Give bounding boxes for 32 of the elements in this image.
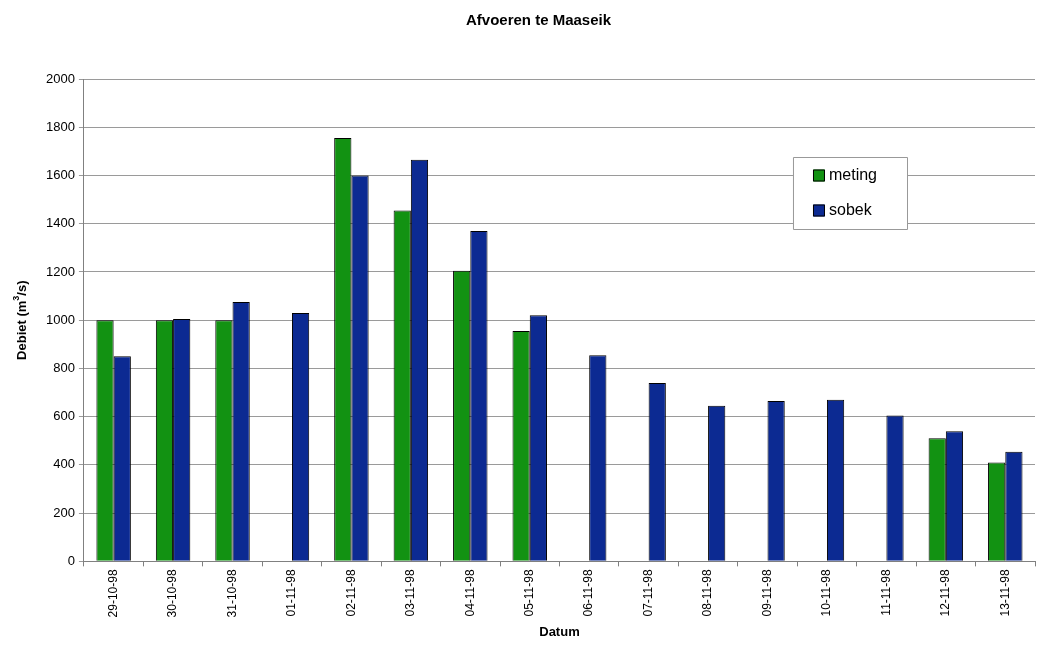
x-tick-label: 07-11-98 [640,569,655,617]
y-tick-label: 200 [53,504,75,520]
y-tick-label: 400 [53,456,75,472]
y-tick-label: 0 [67,552,75,568]
x-tick-label: 13-11-98 [997,569,1012,617]
x-tick-label: 02-11-98 [343,569,358,617]
y-tick-label: 1600 [46,167,75,183]
y-tick-label: 1000 [46,311,75,327]
y-tick-label: 800 [53,360,75,375]
x-tick-label: 12-11-98 [938,569,953,617]
chart-title: Afvoeren te Maaseik [465,11,612,29]
x-tick-label: 05-11-98 [522,569,537,617]
y-tick-label: 1200 [46,263,75,279]
x-axis-title: Datum [539,623,580,639]
x-tick-label: 11-11-98 [878,569,893,616]
y-tick-label: 1800 [46,118,75,134]
y-tick-label: 1400 [46,215,75,231]
x-tick-label: 06-11-98 [581,569,596,617]
x-tick-label: 09-11-98 [759,569,774,617]
x-tick-label: 08-11-98 [700,569,715,617]
legend-label: meting [828,165,878,183]
x-tick-label: 01-11-98 [284,569,299,617]
x-tick-label: 10-11-98 [819,569,834,617]
x-tick-label: 04-11-98 [462,569,477,617]
y-tick-label: 600 [53,408,75,424]
y-axis-title: Debiet (m3/s) [11,280,29,360]
x-tick-label: 31-10-98 [224,569,239,618]
x-tick-label: 30-10-98 [165,569,180,618]
legend-label: sobek [828,200,873,218]
x-tick-label: 03-11-98 [403,569,418,617]
x-tick-label: 29-10-98 [105,569,120,618]
y-tick-label: 2000 [46,70,75,86]
